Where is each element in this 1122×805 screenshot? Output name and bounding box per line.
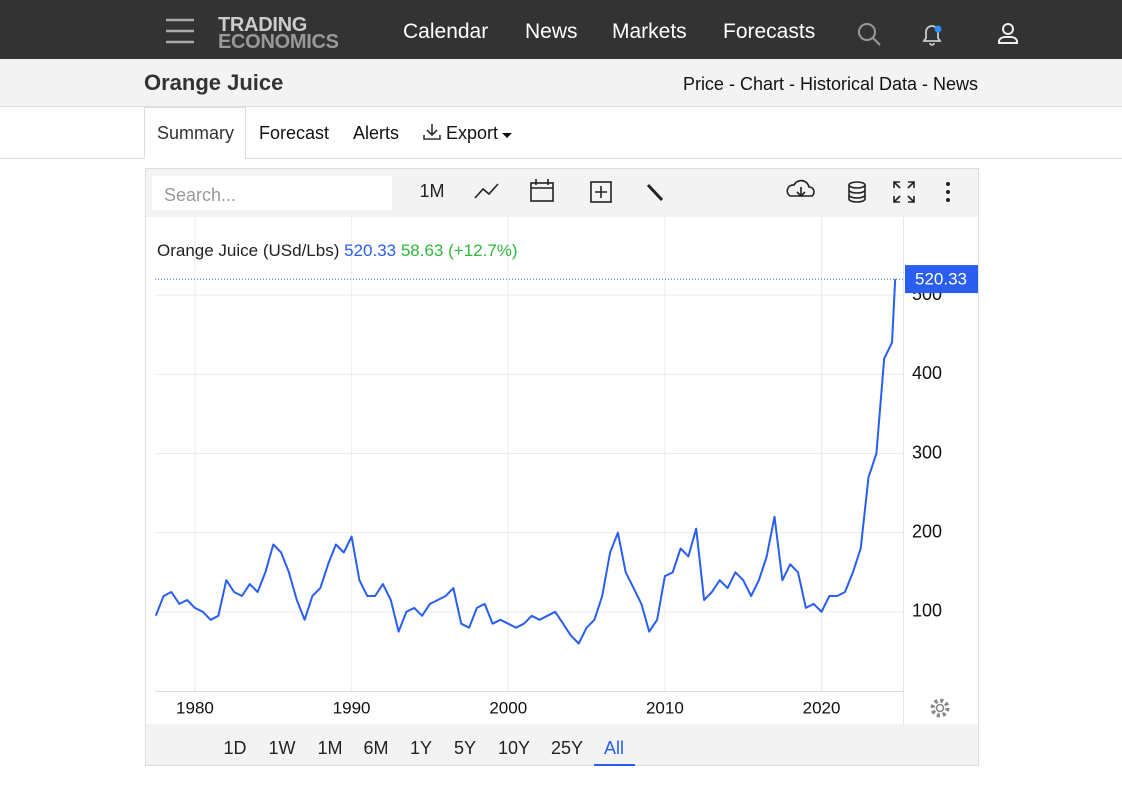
user-icon[interactable] (997, 22, 1021, 46)
nav-link[interactable]: Forecasts (723, 20, 816, 43)
x-tick-label: 2020 (803, 698, 841, 717)
settings-icon[interactable] (930, 698, 950, 718)
legend-name: Orange Juice (USd/Lbs) (157, 241, 339, 260)
interval-button[interactable]: 1M (419, 181, 444, 201)
last-price-box (905, 265, 978, 294)
tab[interactable]: Alerts (353, 123, 400, 143)
page-title: Orange Juice (144, 70, 284, 95)
menu-icon[interactable] (166, 18, 196, 44)
x-tick-label: 1980 (176, 698, 214, 717)
dropdown-caret[interactable] (502, 133, 514, 141)
tab[interactable]: Forecast (259, 123, 330, 143)
calendar-icon[interactable] (530, 179, 554, 202)
logo-top[interactable]: TRADING (218, 14, 308, 36)
y-tick-label: 100 (912, 601, 942, 621)
range-button[interactable]: 10Y (498, 738, 530, 758)
nav-link[interactable]: Calendar (403, 20, 489, 43)
range-button[interactable]: 6M (363, 738, 388, 758)
y-tick-label: 400 (912, 363, 942, 383)
y-tick-label: 300 (912, 442, 942, 462)
legend-change: 58.63 (401, 241, 444, 260)
range-button[interactable]: 25Y (551, 738, 583, 758)
tab[interactable]: Export (446, 123, 499, 143)
database-icon[interactable] (848, 181, 866, 203)
range-bar (146, 724, 978, 765)
tools-icon[interactable] (646, 183, 664, 202)
navbar: TRADING ECONOMICS Calendar News Markets … (0, 0, 1122, 59)
legend: Orange Juice (USd/Lbs) 520.33 58.63 (+12… (157, 241, 518, 260)
x-tick-label: 2000 (489, 698, 527, 717)
tab[interactable]: Summary (157, 123, 235, 143)
legend-value: 520.33 (344, 241, 396, 260)
y-tick-label: 200 (912, 521, 942, 541)
logo-bottom[interactable]: ECONOMICS (218, 31, 339, 53)
chart-frame (145, 168, 979, 766)
search-input[interactable]: Search... (152, 176, 392, 210)
search-icon[interactable] (857, 22, 883, 48)
price-line (154, 279, 897, 645)
nav-link[interactable]: Markets (612, 20, 687, 43)
active-tab-bg (144, 107, 246, 159)
bell-icon[interactable] (920, 22, 946, 48)
range-button[interactable]: 1W (269, 738, 296, 758)
more-icon[interactable] (946, 182, 950, 202)
x-tick-label: 1990 (333, 698, 371, 717)
range-button[interactable]: 1M (317, 738, 342, 758)
export-icon[interactable] (422, 122, 442, 142)
nav-link[interactable]: News (525, 20, 578, 43)
fullscreen-icon[interactable] (893, 181, 915, 203)
last-price-label: 520.33 (915, 270, 967, 289)
page-header: Orange Juice Price - Chart - Historical … (0, 59, 1122, 107)
tab-bar: Summary Forecast Alerts Export (0, 107, 1122, 159)
header-links[interactable]: Price - Chart - Historical Data - News (682, 74, 978, 94)
range-button[interactable]: 1Y (410, 738, 432, 758)
download-icon[interactable] (786, 179, 815, 198)
x-tick-label: 2010 (646, 698, 684, 717)
add-icon[interactable] (590, 181, 612, 203)
line-type-icon[interactable] (474, 183, 499, 199)
range-button[interactable]: 5Y (454, 738, 476, 758)
legend-change-pct: (+12.7%) (448, 241, 517, 260)
range-button[interactable]: 1D (223, 738, 246, 758)
range-button[interactable]: All (604, 738, 624, 758)
